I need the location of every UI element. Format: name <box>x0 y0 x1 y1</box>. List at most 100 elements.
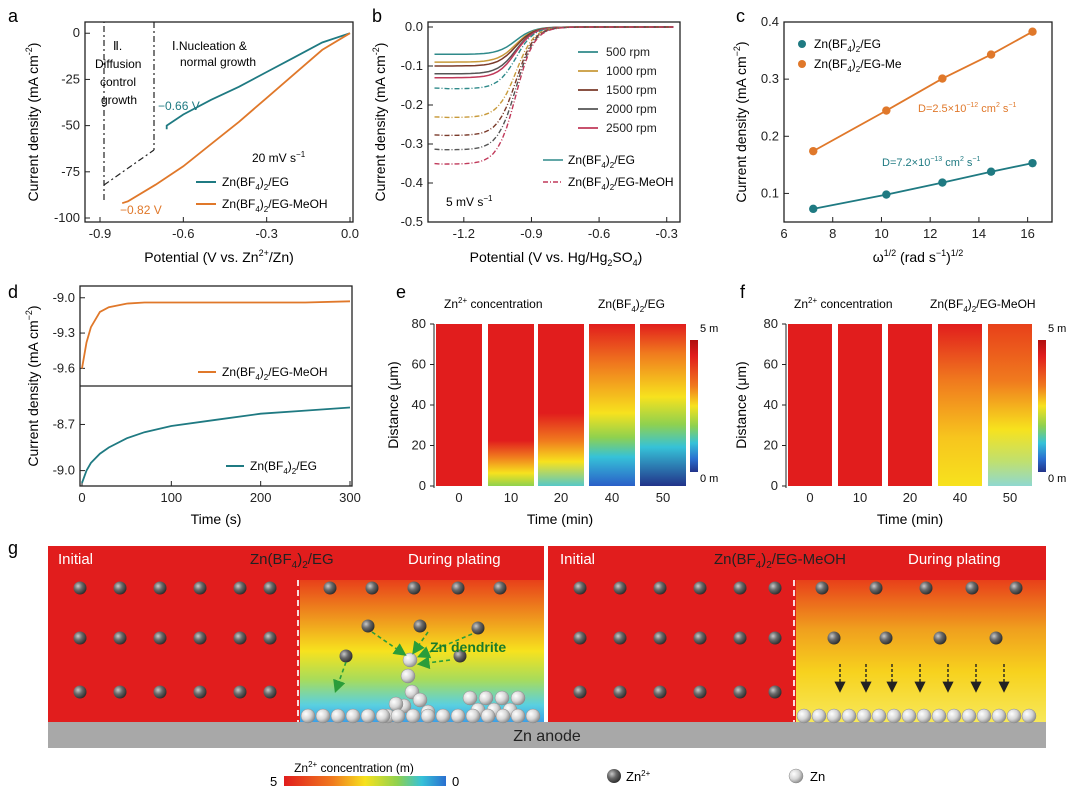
schematic-right-plating <box>796 580 1046 722</box>
x-tick-label-heat: 40 <box>605 490 619 505</box>
y-axis-label-b: Current density (mA cm-2) <box>371 43 388 202</box>
panel-letter-f: f <box>740 282 746 302</box>
zn-ion <box>193 685 207 699</box>
zn-ion <box>233 581 247 595</box>
y-tick-label-a: -25 <box>61 71 80 86</box>
colorbar-g <box>284 776 446 786</box>
x-tick-label-a: -0.9 <box>89 226 111 241</box>
zn-ion <box>733 631 747 645</box>
x-ticks-a: -0.9 -0.6 -0.3 0.0 <box>89 217 359 241</box>
x-tick-label-heat: 20 <box>554 490 568 505</box>
plot-frame-c <box>783 21 1053 223</box>
zn-atom <box>901 708 917 724</box>
zn-ion <box>653 631 667 645</box>
legend-rpm-label: 2500 rpm <box>606 121 657 135</box>
data-point-c <box>809 204 818 214</box>
zn-atom <box>478 690 494 706</box>
legend-marker-meoh-c <box>798 60 806 68</box>
zn-ion <box>869 581 883 595</box>
zn-atom <box>465 708 481 724</box>
y-tick-label-a: -75 <box>61 164 80 179</box>
x-tick-label-heat: 50 <box>656 490 670 505</box>
electrolyte-e: Zn(BF4)2/EG <box>598 297 665 314</box>
x-tick-label-a: -0.3 <box>255 226 277 241</box>
panel-letter-b: b <box>372 6 382 26</box>
series-line-a <box>121 32 351 205</box>
heat-column-e-50 <box>640 324 686 486</box>
panel-a: a -0.9 -0.6 -0.3 0.0 0 -25 -50 -75 -100 Ⅱ. Diff… <box>8 6 359 265</box>
zn-ion <box>413 619 427 633</box>
series-meoh-b <box>434 26 674 137</box>
x-axis-label-d: Time (s) <box>191 511 242 527</box>
heat-column-f-40 <box>938 324 982 486</box>
zn-atom <box>886 708 902 724</box>
arrow-green <box>416 656 451 670</box>
heat-column-f-10 <box>838 324 882 486</box>
y-axis-label-f: Distance (μm) <box>733 361 749 448</box>
title-e: Zn2+ concentration <box>444 296 543 311</box>
panel-letter-a: a <box>8 6 19 26</box>
annotation-eg-a: −0.66 V <box>158 99 200 113</box>
zn-atom <box>375 708 391 724</box>
zn-atom <box>420 708 436 724</box>
zn-atom <box>931 708 947 724</box>
y-tick-label-b: -0.1 <box>401 58 423 73</box>
zn-atom <box>1006 708 1022 724</box>
data-point-c <box>882 106 891 115</box>
zn-ion <box>233 685 247 699</box>
x-tick-label-heat: 0 <box>455 490 462 505</box>
region2-line2: control <box>100 75 136 89</box>
plot-frame-a <box>84 21 354 223</box>
zn-atom <box>390 708 406 724</box>
y-tick-label-d: -9.0 <box>53 290 75 305</box>
migration-arrows <box>333 631 1010 694</box>
scan-rate-b: 5 mV s−1 <box>446 194 493 209</box>
x-tick-label-heat: 50 <box>1003 490 1017 505</box>
zn-ion <box>113 581 127 595</box>
zn-ion <box>733 581 747 595</box>
x-ticks-d: 0 100 200 300 <box>78 481 361 505</box>
y-axis-label-d: Current density (mA cm−2) <box>24 305 41 466</box>
zn-atom <box>961 708 977 724</box>
y-tick-label-c: 0.1 <box>761 185 779 200</box>
zn-ion <box>653 581 667 595</box>
colorbar-e <box>690 340 698 472</box>
region2-title: Ⅱ. <box>113 39 122 53</box>
scale-right-g: 0 <box>452 774 459 789</box>
x-tick-label-c: 16 <box>1020 226 1034 241</box>
legend-meoh-b: Zn(BF4)2/EG-MeOH <box>568 175 674 192</box>
series-line-a <box>165 32 351 130</box>
data-point-c <box>882 190 891 199</box>
legend-rpm-label: 2000 rpm <box>606 102 657 116</box>
zn-atom <box>510 690 526 706</box>
x-tick-label-b: -0.3 <box>656 226 678 241</box>
zn-atom <box>360 708 376 724</box>
panel-c: c 6 8 10 12 14 16 0.1 0.2 0.3 0.4 Zn(BF4)2/EG Zn… <box>732 6 1053 265</box>
y-ticks-e: 0 20 40 60 80 <box>412 316 435 493</box>
data-point-c <box>1028 27 1037 36</box>
y-ticks-c: 0.1 0.2 0.3 0.4 <box>761 14 789 200</box>
zn-ion <box>263 631 277 645</box>
y-tick-label-heat: 0 <box>419 478 426 493</box>
heat-column-e-20 <box>538 324 584 486</box>
legend-rpm-label: 1500 rpm <box>606 83 657 97</box>
zn-ion <box>989 631 1003 645</box>
region1-line1: Ⅰ.Nucleation & <box>172 39 247 53</box>
zn-ion <box>153 631 167 645</box>
zn-ion <box>693 631 707 645</box>
x-tick-label-heat: 10 <box>853 490 867 505</box>
heat-column-e-40 <box>589 324 635 486</box>
legend-meoh-d: Zn(BF4)2/EG-MeOH <box>222 365 328 382</box>
zn-deposits <box>300 652 1037 724</box>
y-tick-label-d: -9.6 <box>53 360 75 375</box>
zn-atom <box>826 708 842 724</box>
legend-metal-marker <box>788 768 804 784</box>
x-tick-label-d: 0 <box>78 490 85 505</box>
zn-atom <box>400 668 416 684</box>
x-tick-label-heat: 0 <box>806 490 813 505</box>
data-point-c <box>986 50 996 59</box>
zn-atom <box>388 696 404 712</box>
x-tick-label-heat: 40 <box>953 490 967 505</box>
data-point-c <box>809 146 818 156</box>
zn-atom <box>946 708 962 724</box>
